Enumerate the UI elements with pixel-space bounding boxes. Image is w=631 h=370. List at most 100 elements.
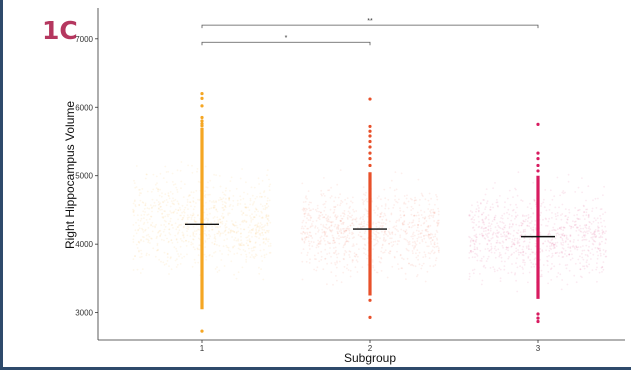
jitter-point <box>548 254 550 257</box>
jitter-point <box>403 214 406 217</box>
jitter-point <box>334 246 337 249</box>
jitter-point <box>553 229 556 232</box>
jitter-point <box>232 223 235 226</box>
jitter-point <box>269 242 272 245</box>
jitter-point <box>316 207 319 210</box>
jitter-point <box>587 216 590 219</box>
jitter-point <box>213 204 216 207</box>
jitter-point <box>343 227 345 230</box>
jitter-point <box>556 251 559 254</box>
jitter-point <box>245 242 248 245</box>
jitter-point <box>136 214 139 217</box>
jitter-point <box>227 231 230 234</box>
jitter-point <box>330 221 333 224</box>
jitter-point <box>555 232 558 235</box>
jitter-point <box>266 215 268 218</box>
jitter-point <box>377 232 380 235</box>
jitter-point <box>560 218 563 221</box>
jitter-point <box>229 229 232 232</box>
jitter-point <box>415 243 418 246</box>
jitter-point <box>364 230 367 233</box>
jitter-point <box>346 264 349 266</box>
jitter-point <box>265 214 267 217</box>
jitter-point <box>549 245 551 248</box>
jitter-point <box>384 197 387 200</box>
jitter-point <box>563 234 566 237</box>
jitter-point <box>252 218 254 221</box>
jitter-point <box>362 237 364 240</box>
jitter-point <box>317 242 320 245</box>
jitter-point <box>604 238 607 240</box>
jitter-point <box>591 269 594 271</box>
jitter-point <box>403 195 406 197</box>
jitter-point <box>264 238 267 241</box>
jitter-point <box>333 209 336 211</box>
jitter-point <box>163 224 166 226</box>
jitter-point <box>161 216 164 219</box>
jitter-point <box>521 200 524 202</box>
jitter-point <box>178 207 181 209</box>
jitter-point <box>205 201 207 204</box>
jitter-point <box>192 233 195 236</box>
jitter-point <box>572 245 575 247</box>
jitter-point <box>480 202 482 205</box>
jitter-point <box>326 283 328 286</box>
jitter-point <box>515 279 517 282</box>
jitter-point <box>237 239 240 242</box>
jitter-point <box>169 217 172 220</box>
jitter-point <box>508 227 511 229</box>
jitter-point <box>226 238 229 240</box>
jitter-point <box>472 216 474 219</box>
jitter-point <box>221 191 224 194</box>
jitter-point <box>343 252 346 255</box>
jitter-point <box>501 240 504 243</box>
jitter-point <box>194 220 196 223</box>
jitter-point <box>394 171 397 174</box>
jitter-point <box>343 258 345 261</box>
jitter-point <box>482 221 485 224</box>
jitter-point <box>251 194 254 197</box>
jitter-point <box>305 235 308 238</box>
jitter-point <box>594 240 597 243</box>
jitter-point <box>236 199 239 202</box>
jitter-point <box>330 271 333 274</box>
jitter-point <box>380 257 383 260</box>
jitter-point <box>308 248 311 250</box>
jitter-point <box>343 254 346 256</box>
jitter-point <box>586 230 588 233</box>
jitter-point <box>334 215 336 218</box>
jitter-point <box>328 227 330 229</box>
jitter-point <box>265 253 268 256</box>
jitter-point <box>360 235 363 238</box>
jitter-point <box>432 236 435 238</box>
jitter-point <box>307 240 310 243</box>
jitter-point <box>556 241 559 244</box>
jitter-point <box>225 198 227 200</box>
jitter-point <box>599 243 602 246</box>
jitter-point <box>217 232 220 235</box>
jitter-point <box>404 230 407 233</box>
jitter-point <box>530 207 533 210</box>
jitter-point <box>579 255 581 258</box>
jitter-point <box>347 210 350 213</box>
jitter-point <box>140 255 143 258</box>
jitter-point <box>259 249 262 252</box>
jitter-point <box>527 281 529 284</box>
jitter-point <box>387 230 390 233</box>
jitter-point <box>388 231 391 234</box>
jitter-point <box>334 205 337 208</box>
jitter-point <box>208 208 211 210</box>
jitter-point <box>508 256 510 258</box>
panel-label: 1C <box>42 16 78 45</box>
jitter-point <box>182 240 185 243</box>
jitter-point <box>169 210 172 213</box>
jitter-point <box>301 225 304 228</box>
jitter-point <box>510 219 513 222</box>
jitter-point <box>416 226 419 229</box>
jitter-point <box>155 237 158 240</box>
jitter-point <box>324 248 327 251</box>
jitter-point <box>586 259 588 262</box>
jitter-point <box>507 232 510 235</box>
jitter-point <box>232 223 235 226</box>
jitter-point <box>493 216 496 219</box>
